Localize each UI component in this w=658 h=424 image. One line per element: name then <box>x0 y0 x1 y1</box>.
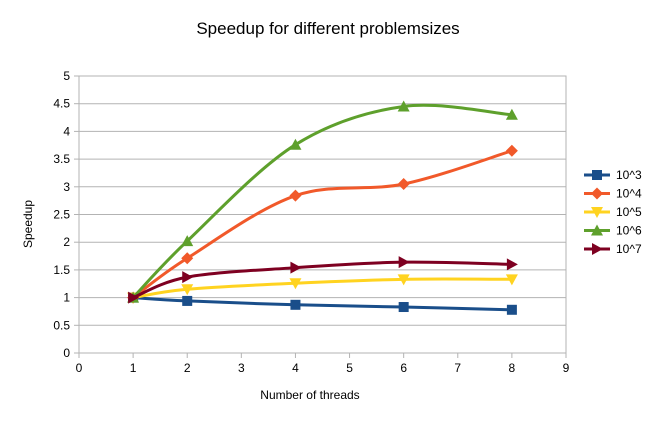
x-tick-label: 7 <box>454 361 461 375</box>
legend-marker <box>591 187 603 200</box>
legend-marker <box>591 224 603 236</box>
data-point <box>505 144 518 157</box>
series-4 <box>127 100 518 303</box>
legend-item: 10^4 <box>584 187 642 201</box>
data-point <box>506 258 518 271</box>
y-tick-label: 0.5 <box>53 318 70 332</box>
grid <box>79 75 566 354</box>
data-point <box>181 235 194 247</box>
legend-label: 10^6 <box>616 224 642 238</box>
x-axis-ticks: 0 1 2 3 4 5 6 7 8 9 <box>76 353 570 375</box>
legend-marker <box>592 243 603 255</box>
y-tick-label: 5 <box>63 69 70 83</box>
x-tick-label: 8 <box>509 361 516 375</box>
data-point <box>505 274 518 286</box>
y-tick-label: 2.5 <box>53 208 70 222</box>
series-5 <box>128 256 518 304</box>
series-line <box>132 103 513 299</box>
data-point <box>397 178 410 191</box>
legend-item: 10^7 <box>584 242 642 256</box>
data-point <box>289 189 302 202</box>
data-point <box>181 252 194 265</box>
legend-item: 10^6 <box>584 224 642 238</box>
data-point <box>182 271 194 284</box>
legend-marker <box>591 207 603 218</box>
data-point <box>398 256 410 269</box>
legend-label: 10^4 <box>616 187 642 201</box>
data-point <box>506 304 517 315</box>
y-tick-label: 3.5 <box>53 152 70 166</box>
x-tick-label: 3 <box>238 361 245 375</box>
y-tick-label: 1.5 <box>53 263 70 277</box>
x-tick-label: 1 <box>130 361 137 375</box>
y-tick-label: 0 <box>63 346 70 360</box>
legend-item: 10^3 <box>584 168 642 182</box>
y-tick-label: 4 <box>63 124 70 138</box>
x-tick-label: 9 <box>563 361 570 375</box>
data-point <box>128 291 140 304</box>
chart-title: Speedup for different problemsizes <box>196 19 459 38</box>
series-layer <box>127 100 518 315</box>
y-tick-label: 4.5 <box>53 97 70 111</box>
y-tick-label: 2 <box>63 235 70 249</box>
series-line <box>132 277 512 300</box>
data-point <box>289 278 302 290</box>
data-point <box>397 100 410 112</box>
legend-label: 10^7 <box>616 242 642 256</box>
y-axis-ticks: 0 0.5 1 1.5 2 2.5 3 3.5 4 4.5 5 <box>53 69 79 360</box>
y-axis-label: Speedup <box>21 200 35 248</box>
x-tick-label: 4 <box>292 361 299 375</box>
data-point <box>505 108 518 120</box>
x-tick-label: 6 <box>400 361 407 375</box>
series-1 <box>128 292 517 315</box>
legend-item: 10^5 <box>584 205 642 219</box>
legend-label: 10^3 <box>616 168 642 182</box>
x-axis-label: Number of threads <box>260 388 359 402</box>
data-point <box>290 261 302 274</box>
data-point <box>182 295 193 306</box>
data-point <box>398 302 409 313</box>
legend-marker <box>592 170 602 180</box>
data-point <box>289 138 302 150</box>
y-tick-label: 1 <box>63 291 70 305</box>
data-point <box>181 284 194 296</box>
x-tick-label: 0 <box>76 361 83 375</box>
legend-label: 10^5 <box>616 205 642 219</box>
x-tick-label: 5 <box>346 361 353 375</box>
data-point <box>397 274 410 286</box>
legend: 10^3 10^4 10^5 10^6 10^7 <box>584 168 642 256</box>
x-tick-label: 2 <box>184 361 191 375</box>
data-point <box>290 299 301 310</box>
y-tick-label: 3 <box>63 180 70 194</box>
